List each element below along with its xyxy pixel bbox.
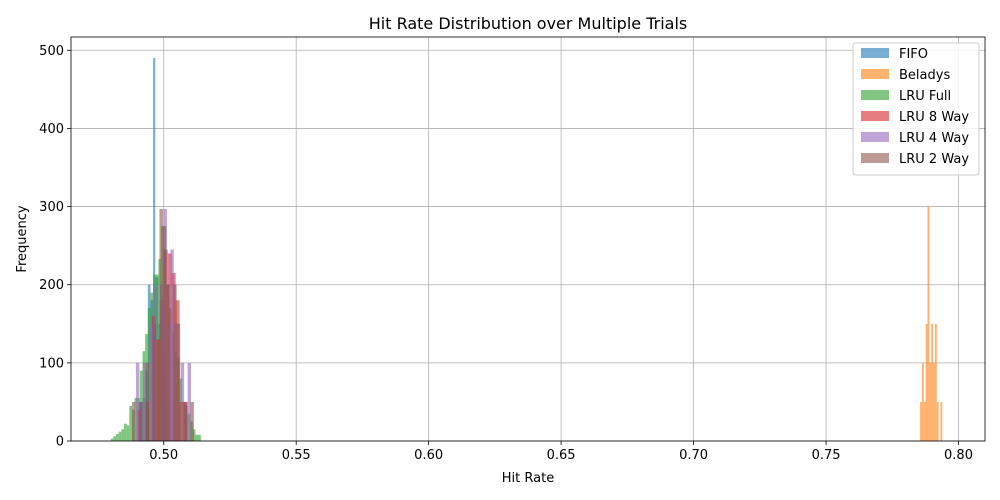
- x-tick-label: 0.60: [414, 448, 443, 463]
- y-axis-title: Frequency: [15, 205, 30, 272]
- legend: FIFO Beladys LRU Full LRU 8 Way LRU 4 Way LRU…: [852, 42, 980, 176]
- legend-label: FIFO: [899, 47, 928, 62]
- histogram-bar: [113, 436, 117, 441]
- axis-ticks: 0.50 0.55 0.60 0.65 0.70 0.75 0.80 0 100 200 300 40…: [39, 44, 973, 463]
- x-tick-label: 0.55: [282, 448, 311, 463]
- histogram-bar: [121, 429, 124, 441]
- histogram-bar: [921, 362, 924, 441]
- histogram-bar: [925, 323, 928, 441]
- histogram-bar: [176, 323, 181, 441]
- histogram-bar: [123, 423, 127, 441]
- histogram-bar: [936, 401, 939, 441]
- legend-label: LRU Full: [899, 89, 951, 104]
- x-tick-label: 0.70: [679, 448, 708, 463]
- legend-swatch: [861, 90, 889, 100]
- histogram-bar: [138, 401, 143, 441]
- y-tick-label: 200: [39, 278, 64, 293]
- histogram-bar: [118, 431, 122, 441]
- histogram-bar: [155, 339, 160, 441]
- legend-swatch: [861, 69, 889, 79]
- series-lru-2-way: [131, 208, 194, 441]
- histogram-bar: [195, 434, 201, 441]
- series-beladys: [920, 206, 943, 441]
- histogram-bar: [162, 226, 167, 441]
- histogram-bar: [129, 405, 132, 441]
- histogram-bar: [159, 208, 163, 441]
- x-tick-label: 0.75: [812, 448, 841, 463]
- histogram-bar: [153, 58, 156, 442]
- histogram-bars: [110, 58, 943, 442]
- y-tick-label: 300: [39, 200, 64, 215]
- histogram-bar: [135, 362, 140, 441]
- histogram-bar: [126, 425, 130, 441]
- legend-swatch: [861, 132, 889, 142]
- histogram-bar: [149, 323, 154, 441]
- legend-label: LRU 2 Way: [899, 152, 969, 167]
- histogram-bar: [190, 401, 194, 441]
- histogram-bar: [180, 362, 185, 441]
- histogram-bar: [187, 362, 192, 441]
- legend-label: Beladys: [899, 68, 950, 83]
- histogram-bar: [166, 284, 170, 441]
- x-tick-label: 0.80: [944, 448, 973, 463]
- histogram-bar: [173, 284, 177, 441]
- histogram-bar: [116, 433, 119, 441]
- histogram-bar: [929, 362, 932, 441]
- histogram-bar: [940, 401, 943, 441]
- legend-swatch: [861, 48, 889, 58]
- legend-swatch: [861, 111, 889, 121]
- histogram-bar: [131, 401, 136, 441]
- histogram-bar: [142, 362, 147, 441]
- histogram-bar: [145, 362, 150, 441]
- x-tick-label: 0.65: [547, 448, 576, 463]
- legend-swatch: [861, 153, 889, 163]
- x-tick-label: 0.50: [149, 448, 178, 463]
- chart-title: Hit Rate Distribution over Multiple Tria…: [369, 14, 687, 33]
- x-axis-title: Hit Rate: [502, 471, 554, 486]
- histogram-bar: [927, 206, 930, 441]
- histogram-bar: [152, 323, 157, 441]
- histogram-bar: [920, 401, 922, 441]
- plot-frame: [70, 36, 986, 442]
- histogram-bar: [183, 401, 188, 441]
- y-tick-label: 400: [39, 122, 64, 137]
- y-tick-label: 0: [56, 435, 64, 450]
- histogram-bar: [110, 438, 114, 441]
- histogram-bar: [923, 401, 926, 441]
- histogram-bar: [192, 429, 196, 441]
- y-tick-label: 500: [39, 44, 64, 59]
- legend-label: LRU 4 Way: [899, 131, 969, 146]
- histogram-bar: [933, 362, 935, 441]
- y-tick-label: 100: [39, 356, 64, 371]
- histogram-bar: [934, 323, 937, 441]
- legend-label: LRU 8 Way: [899, 110, 969, 125]
- histogram-bar: [170, 249, 174, 441]
- histogram-bar: [931, 323, 934, 441]
